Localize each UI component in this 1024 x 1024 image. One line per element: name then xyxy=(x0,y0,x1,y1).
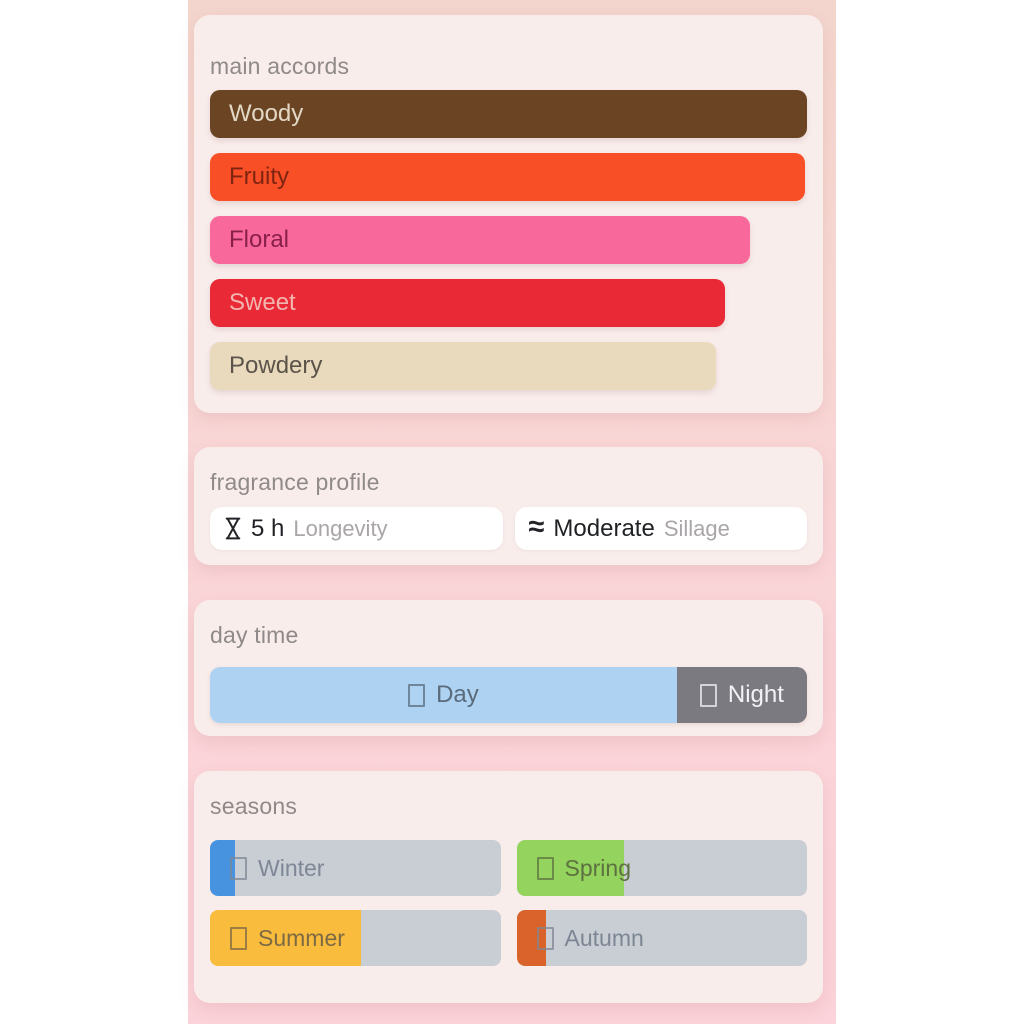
accord-bar-woody: Woody xyxy=(210,90,807,138)
accord-label: Floral xyxy=(229,226,290,253)
sillage-stat: ≈ Moderate Sillage xyxy=(514,507,807,550)
accord-label: Fruity xyxy=(229,163,289,190)
snowflake-icon-missing-glyph xyxy=(230,856,247,880)
autumn-label: Autumn xyxy=(536,910,644,966)
longevity-label: Longevity xyxy=(293,515,388,541)
day-time-card: day time Day Night xyxy=(194,600,823,736)
main-accords-card: main accords Woody Fruity Floral Sweet P… xyxy=(194,15,823,413)
night-segment[interactable]: Night xyxy=(676,667,807,723)
flower-icon-missing-glyph xyxy=(536,856,554,880)
sillage-label: Sillage xyxy=(663,515,730,541)
season-summer[interactable]: Summer xyxy=(210,910,501,966)
sun-icon-missing-glyph xyxy=(408,683,426,707)
winter-label: Winter xyxy=(230,840,324,896)
night-label: Night xyxy=(727,681,784,708)
accord-bar-sweet: Sweet xyxy=(210,279,726,327)
season-grid: Winter Spring Summer xyxy=(210,840,807,966)
longevity-value: 5 h xyxy=(251,514,285,542)
seasons-card: seasons Winter Spring xyxy=(194,771,823,1003)
leaf-icon-missing-glyph xyxy=(536,926,554,950)
spring-label: Spring xyxy=(536,840,631,896)
accord-list: Woody Fruity Floral Sweet Powdery xyxy=(210,90,807,390)
spring-fill-bar xyxy=(516,840,624,896)
fragrance-profile-title: fragrance profile xyxy=(210,469,380,495)
accord-label: Sweet xyxy=(229,289,296,316)
autumn-fill-bar xyxy=(516,910,546,966)
summer-label: Summer xyxy=(230,910,345,966)
day-label: Day xyxy=(436,681,479,708)
season-winter[interactable]: Winter xyxy=(210,840,501,896)
accord-label: Powdery xyxy=(229,352,323,379)
day-segment[interactable]: Day xyxy=(210,667,677,723)
day-time-title: day time xyxy=(210,622,299,648)
accord-bar-powdery: Powdery xyxy=(210,342,716,390)
main-accords-title: main accords xyxy=(210,53,350,79)
accord-bar-floral: Floral xyxy=(210,216,751,264)
season-spring[interactable]: Spring xyxy=(516,840,807,896)
longevity-stat: 5 h Longevity xyxy=(210,507,503,550)
seasons-title: seasons xyxy=(210,793,298,819)
moon-icon-missing-glyph xyxy=(699,683,717,707)
fragrance-profile-card: fragrance profile 5 h Longevity ≈ Modera… xyxy=(194,447,823,565)
summer-fill-bar xyxy=(210,910,362,966)
waves-icon: ≈ xyxy=(528,510,545,543)
accord-bar-fruity: Fruity xyxy=(210,153,805,201)
hourglass-icon xyxy=(224,516,242,541)
day-night-bar: Day Night xyxy=(210,667,807,723)
profile-stats-row: 5 h Longevity ≈ Moderate Sillage xyxy=(210,507,807,550)
sillage-value: Moderate xyxy=(553,514,655,542)
content-column: main accords Woody Fruity Floral Sweet P… xyxy=(188,0,836,1024)
season-autumn[interactable]: Autumn xyxy=(516,910,807,966)
accord-label: Woody xyxy=(229,100,304,127)
sun-icon-missing-glyph xyxy=(230,926,247,950)
